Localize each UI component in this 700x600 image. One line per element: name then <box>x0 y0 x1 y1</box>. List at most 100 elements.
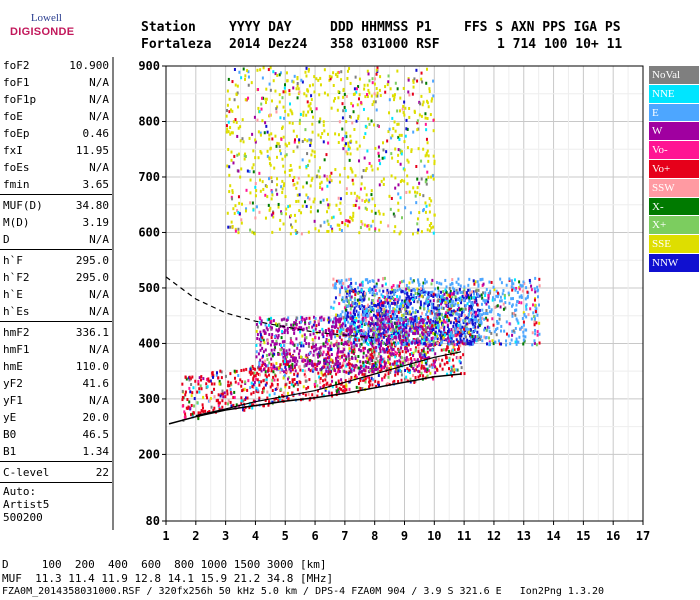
echo-point <box>381 321 384 325</box>
echo-point <box>394 147 397 151</box>
echo-point <box>206 385 209 389</box>
echo-point <box>460 313 463 317</box>
echo-point <box>360 313 363 317</box>
echo-point <box>398 316 401 320</box>
echo-point <box>375 72 378 76</box>
echo-point <box>370 365 373 369</box>
echo-point <box>394 297 397 301</box>
echo-point <box>347 299 350 303</box>
echo-point <box>345 278 348 282</box>
echo-point <box>398 109 401 113</box>
echo-point <box>372 279 375 283</box>
echo-point <box>425 301 428 305</box>
echo-point <box>250 392 253 396</box>
echo-point <box>229 184 232 188</box>
param-row: foE N/A <box>0 108 112 125</box>
echo-point <box>391 94 394 98</box>
echo-point <box>350 370 353 374</box>
echo-point <box>296 230 299 234</box>
echo-point <box>385 291 388 295</box>
echo-point <box>412 296 415 300</box>
echo-point <box>220 370 223 374</box>
echo-point <box>309 102 312 106</box>
echo-point <box>420 351 423 355</box>
echo-point <box>228 384 231 388</box>
echo-point <box>280 318 283 322</box>
echo-point <box>282 135 285 139</box>
echo-point <box>425 313 428 317</box>
echo-point <box>355 318 358 322</box>
echo-point <box>343 370 346 374</box>
echo-point <box>375 304 378 308</box>
echo-point <box>342 327 345 331</box>
echo-point <box>456 308 459 312</box>
echo-point <box>410 312 413 316</box>
echo-point <box>248 406 251 410</box>
echo-point <box>197 382 200 386</box>
echo-point <box>364 278 367 282</box>
echo-point <box>392 341 395 345</box>
echo-point <box>422 290 425 294</box>
echo-point <box>281 126 284 130</box>
echo-point <box>286 355 289 359</box>
echo-point <box>257 130 260 134</box>
echo-point <box>416 330 419 334</box>
echo-point <box>406 293 409 297</box>
echo-point <box>448 310 451 314</box>
echo-point <box>393 93 396 97</box>
echo-point <box>458 308 461 312</box>
echo-point <box>389 207 392 211</box>
echo-point <box>382 319 385 323</box>
echo-point <box>237 105 240 109</box>
echo-point <box>463 287 466 291</box>
echo-point <box>437 341 440 345</box>
echo-point <box>387 314 390 318</box>
echo-point <box>293 343 296 347</box>
echo-point <box>386 83 389 87</box>
footer-muf-row: MUF 11.3 11.4 11.9 12.8 14.1 15.9 21.2 3… <box>2 572 334 585</box>
echo-point <box>441 358 444 362</box>
echo-point <box>277 323 280 327</box>
echo-point <box>314 348 317 352</box>
echo-point <box>267 177 270 181</box>
echo-point <box>319 367 322 371</box>
echo-point <box>322 373 325 377</box>
echo-point <box>324 361 327 365</box>
echo-point <box>363 309 366 313</box>
echo-point <box>420 77 423 81</box>
echo-point <box>226 389 229 393</box>
echo-point <box>429 320 432 324</box>
echo-point <box>285 207 288 211</box>
echo-point <box>265 377 268 381</box>
echo-point <box>352 182 355 186</box>
echo-point <box>350 191 353 195</box>
echo-point <box>328 203 331 207</box>
echo-point <box>463 341 466 345</box>
echo-point <box>231 191 234 195</box>
echo-point <box>419 374 422 378</box>
echo-point <box>453 287 456 291</box>
echo-point <box>229 126 232 130</box>
echo-point <box>337 366 340 370</box>
echo-point <box>416 287 419 291</box>
echo-point <box>449 340 452 344</box>
echo-point <box>326 219 329 223</box>
echo-point <box>437 298 440 302</box>
echo-point <box>388 338 391 342</box>
echo-point <box>494 328 497 332</box>
echo-point <box>345 328 348 332</box>
echo-point <box>386 359 389 363</box>
echo-point <box>190 394 193 398</box>
echo-point <box>414 315 417 319</box>
echo-point <box>362 355 365 359</box>
echo-point <box>418 292 421 296</box>
y-tick-label: 600 <box>138 225 160 239</box>
echo-point <box>377 151 380 155</box>
echo-point <box>329 225 332 229</box>
echo-point <box>199 411 202 415</box>
echo-point <box>371 197 374 201</box>
echo-point <box>263 330 266 334</box>
echo-point <box>353 327 356 331</box>
echo-point <box>514 326 517 330</box>
echo-point <box>442 290 445 294</box>
